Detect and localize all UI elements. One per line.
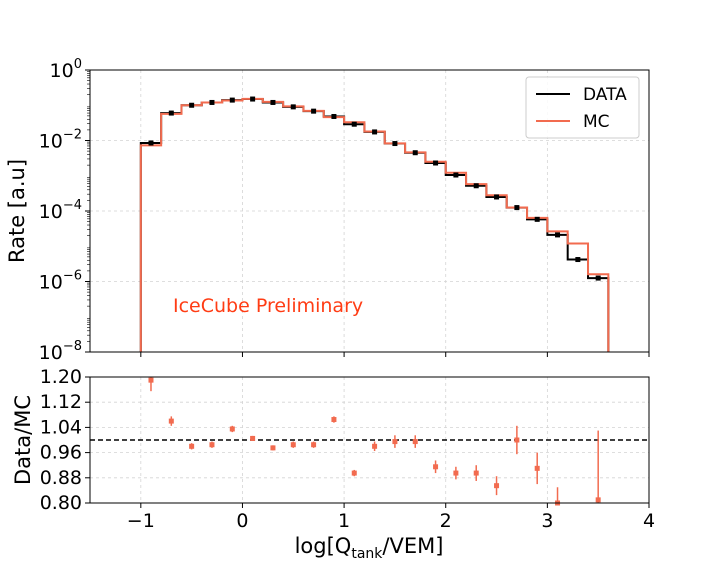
data-point	[412, 150, 418, 156]
ratio-point	[433, 464, 439, 470]
legend-data-label: DATA	[583, 85, 627, 105]
x-axis-label-subscript: tank	[351, 546, 383, 562]
data-point	[575, 257, 581, 263]
ratio-y-tick-labels: 0.80 0.88 0.96 1.04 1.12 1.20	[40, 366, 82, 514]
x-tick-label: 1	[338, 510, 350, 532]
ratio-panel: 0.80 0.88 0.96 1.04 1.12 1.20 −1 0 1 2 3 4 Data/MC…	[11, 366, 655, 562]
data-point	[270, 99, 276, 105]
rate-y-tick-base: 10	[39, 131, 63, 153]
ratio-point	[453, 470, 459, 476]
data-point	[250, 96, 256, 102]
ratio-point	[494, 483, 500, 489]
data-point	[168, 110, 174, 116]
ratio-point	[473, 470, 479, 476]
rate-y-tick-exponent: −2	[63, 128, 82, 143]
ratio-point	[148, 377, 154, 383]
ratio-y-tick-label: 1.04	[40, 416, 82, 438]
ratio-point	[514, 437, 520, 443]
ratio-points	[148, 377, 601, 506]
x-axis-label-prefix: log[Q	[295, 534, 352, 558]
data-points	[148, 96, 601, 281]
data-point	[372, 129, 378, 135]
x-tick-label: 2	[440, 510, 452, 532]
ratio-y-tick-label: 0.96	[40, 442, 82, 464]
rate-y-tick-base: 10	[39, 272, 63, 294]
rate-y-tick-exponent: −6	[63, 269, 82, 284]
legend-mc-label: MC	[583, 112, 610, 132]
data-point	[595, 275, 601, 281]
rate-y-tick-exponent: −8	[63, 339, 82, 354]
x-tick-label: 4	[643, 510, 655, 532]
icecube-preliminary-label: IceCube Preliminary	[173, 295, 363, 317]
data-point	[189, 102, 195, 108]
data-point	[392, 141, 398, 147]
rate-y-tick-label: 10−6	[39, 269, 82, 294]
x-tick-labels: −1 0 1 2 3 4	[127, 510, 655, 532]
x-tick-label: 0	[236, 510, 248, 532]
ratio-y-tick-label: 0.88	[40, 467, 82, 489]
legend: DATA MC	[525, 76, 640, 139]
data-point	[433, 160, 439, 166]
rate-y-tick-base: 10	[39, 201, 63, 223]
rate-y-tick-base: 10	[50, 60, 74, 82]
legend-box	[525, 76, 640, 139]
ratio-y-tick-label: 0.80	[40, 492, 82, 514]
ratio-point	[351, 470, 357, 476]
data-point	[229, 97, 235, 103]
ratio-point	[250, 435, 256, 441]
rate-y-tick-exponent: −4	[63, 198, 82, 213]
ratio-y-tick-label: 1.12	[40, 391, 82, 413]
x-tick-label: −1	[127, 510, 155, 532]
ratio-y-tick-label: 1.20	[40, 366, 82, 388]
ratio-point	[372, 443, 378, 449]
data-point	[290, 104, 296, 110]
x-tick-label: 3	[541, 510, 553, 532]
data-point	[453, 172, 459, 178]
data-point	[494, 194, 500, 200]
ratio-point	[311, 442, 317, 448]
data-point	[514, 205, 520, 211]
rate-y-tick-base: 10	[39, 342, 63, 364]
rate-y-axis-label: Rate [a.u]	[5, 159, 29, 263]
rate-y-tick-exponent: 0	[74, 57, 82, 72]
data-point	[351, 121, 357, 127]
x-axis-label: log[Qtank/VEM]	[295, 534, 444, 562]
data-point	[148, 140, 154, 146]
ratio-point	[412, 439, 418, 445]
ratio-point	[392, 439, 398, 445]
ratio-point	[331, 417, 337, 423]
ratio-point	[534, 465, 540, 471]
ratio-point	[290, 442, 296, 448]
x-axis-label-suffix: /VEM]	[382, 534, 443, 558]
ratio-point	[270, 445, 276, 451]
ratio-point	[209, 442, 215, 448]
rate-panel-ticks	[85, 69, 650, 357]
ratio-point	[168, 418, 174, 424]
data-point	[311, 108, 317, 114]
data-point	[534, 216, 540, 222]
ratio-panel-frame	[89, 376, 650, 504]
ratio-point	[229, 426, 235, 432]
ratio-point	[595, 497, 601, 503]
rate-y-tick-label: 100	[50, 57, 82, 82]
ratio-point	[189, 443, 195, 449]
data-point	[555, 232, 561, 238]
rate-y-tick-label: 10−2	[39, 128, 82, 153]
ratio-panel-ticks	[85, 376, 650, 508]
data-point	[209, 99, 215, 105]
data-point	[331, 113, 337, 119]
rate-y-tick-label: 10−8	[39, 339, 82, 364]
data-point	[473, 183, 479, 189]
rate-y-tick-label: 10−4	[39, 198, 82, 223]
ratio-y-axis-label: Data/MC	[11, 395, 35, 485]
